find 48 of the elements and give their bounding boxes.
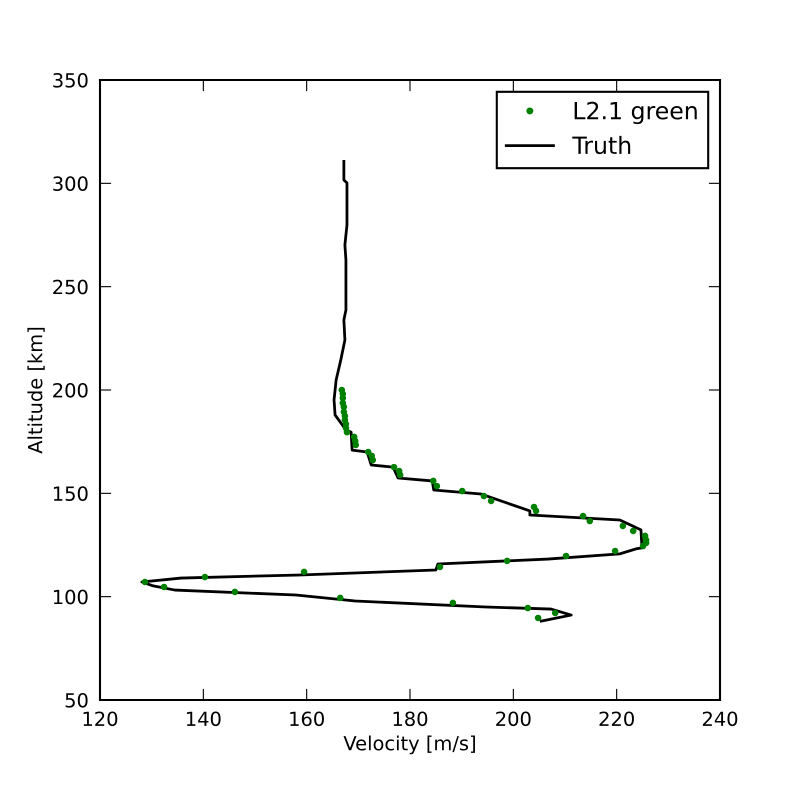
point [436, 564, 444, 570]
point [630, 528, 636, 534]
point [202, 574, 208, 580]
point [580, 512, 586, 520]
point [370, 456, 376, 464]
y-tick-label: 50 [66, 692, 88, 708]
point [336, 594, 344, 602]
point [434, 482, 440, 490]
point [352, 442, 360, 448]
point [532, 508, 540, 514]
point [488, 498, 494, 504]
point [390, 464, 398, 470]
y-tick-label: 300 [53, 176, 88, 191]
point [524, 604, 532, 612]
point [504, 558, 510, 564]
point [586, 518, 594, 524]
point [142, 578, 148, 586]
point [300, 568, 308, 576]
point [396, 472, 404, 478]
y-tick-label: 350 [53, 72, 88, 88]
x-tick-label: 160 [290, 711, 324, 726]
x-axis-title: Velocity [m/s] [344, 735, 475, 754]
point [232, 588, 238, 596]
y-tick-label: 250 [53, 280, 88, 294]
x-tick-label: 120 [84, 711, 118, 726]
y-axis-title: Altitude [km] [27, 328, 45, 454]
point [160, 584, 168, 590]
y-tick-label: 100 [54, 590, 88, 604]
x-tick-label: 200 [496, 711, 531, 726]
x-tick-label: 240 [702, 711, 738, 726]
x-tick-label: 140 [186, 711, 221, 726]
y-tick-label: 200 [53, 382, 88, 398]
point [450, 600, 456, 606]
point [344, 428, 350, 436]
point [458, 488, 466, 494]
point [430, 478, 437, 484]
point [612, 548, 618, 554]
point [562, 552, 570, 560]
point [552, 610, 558, 616]
legend-label: Truth [572, 136, 630, 154]
point [534, 614, 542, 622]
legend-label: L2.1 green [574, 102, 697, 124]
x-tick-label: 180 [394, 711, 428, 726]
point [640, 542, 646, 550]
y-tick-label: 150 [54, 486, 88, 501]
x-tick-label: 220 [600, 711, 634, 726]
point [480, 492, 488, 500]
point [620, 522, 626, 530]
